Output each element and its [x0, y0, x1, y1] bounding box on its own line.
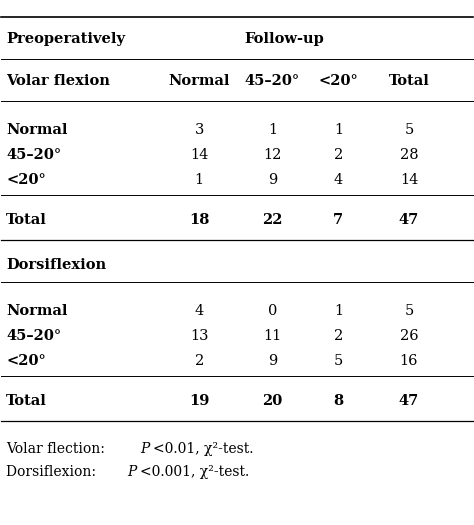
Text: Preoperatively: Preoperatively: [6, 32, 125, 46]
Text: 5: 5: [334, 354, 343, 368]
Text: 20: 20: [262, 394, 283, 408]
Text: 1: 1: [268, 123, 277, 137]
Text: 45–20°: 45–20°: [6, 329, 61, 343]
Text: <0.001, χ²-test.: <0.001, χ²-test.: [140, 465, 250, 479]
Text: 7: 7: [333, 213, 343, 227]
Text: Volar flexion: Volar flexion: [6, 74, 110, 88]
Text: 11: 11: [263, 329, 282, 343]
Text: 1: 1: [195, 173, 204, 187]
Text: 45–20°: 45–20°: [6, 148, 61, 162]
Text: 1: 1: [334, 304, 343, 318]
Text: P: P: [128, 465, 137, 479]
Text: 5: 5: [404, 123, 414, 137]
Text: 16: 16: [400, 354, 418, 368]
Text: 19: 19: [189, 394, 210, 408]
Text: Normal: Normal: [6, 123, 68, 137]
Text: 4: 4: [195, 304, 204, 318]
Text: 18: 18: [189, 213, 210, 227]
Text: P: P: [140, 443, 150, 456]
Text: Follow-up: Follow-up: [244, 32, 324, 46]
Text: 1: 1: [334, 123, 343, 137]
Text: 14: 14: [400, 173, 418, 187]
Text: 2: 2: [334, 148, 343, 162]
Text: 2: 2: [195, 354, 204, 368]
Text: 4: 4: [334, 173, 343, 187]
Text: 28: 28: [400, 148, 419, 162]
Text: <20°: <20°: [319, 74, 358, 88]
Text: 9: 9: [268, 173, 277, 187]
Text: 12: 12: [263, 148, 282, 162]
Text: Normal: Normal: [6, 304, 68, 318]
Text: 2: 2: [334, 329, 343, 343]
Text: 3: 3: [195, 123, 204, 137]
Text: Total: Total: [6, 394, 47, 408]
Text: 47: 47: [399, 213, 419, 227]
Text: Total: Total: [6, 213, 47, 227]
Text: 9: 9: [268, 354, 277, 368]
Text: Volar flection:: Volar flection:: [6, 443, 109, 456]
Text: 8: 8: [333, 394, 343, 408]
Text: 47: 47: [399, 394, 419, 408]
Text: 26: 26: [400, 329, 419, 343]
Text: Total: Total: [389, 74, 429, 88]
Text: <20°: <20°: [6, 354, 46, 368]
Text: <20°: <20°: [6, 173, 46, 187]
Text: 0: 0: [268, 304, 277, 318]
Text: 22: 22: [262, 213, 283, 227]
Text: Dorsiflexion:: Dorsiflexion:: [6, 465, 100, 479]
Text: 13: 13: [190, 329, 209, 343]
Text: 45–20°: 45–20°: [245, 74, 300, 88]
Text: <0.01, χ²-test.: <0.01, χ²-test.: [153, 443, 254, 456]
Text: 5: 5: [404, 304, 414, 318]
Text: Dorsiflexion: Dorsiflexion: [6, 258, 106, 271]
Text: 14: 14: [190, 148, 209, 162]
Text: Normal: Normal: [169, 74, 230, 88]
